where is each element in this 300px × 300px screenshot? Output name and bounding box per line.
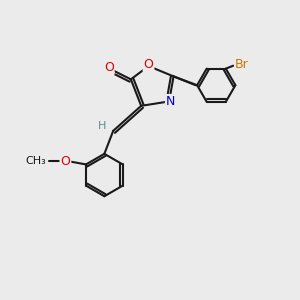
Text: CH₃: CH₃ — [26, 157, 46, 166]
Text: O: O — [61, 155, 70, 168]
Text: H: H — [98, 121, 106, 130]
Text: O: O — [144, 58, 154, 71]
Text: O: O — [104, 61, 114, 74]
Text: Br: Br — [235, 58, 249, 71]
Text: N: N — [166, 95, 175, 108]
